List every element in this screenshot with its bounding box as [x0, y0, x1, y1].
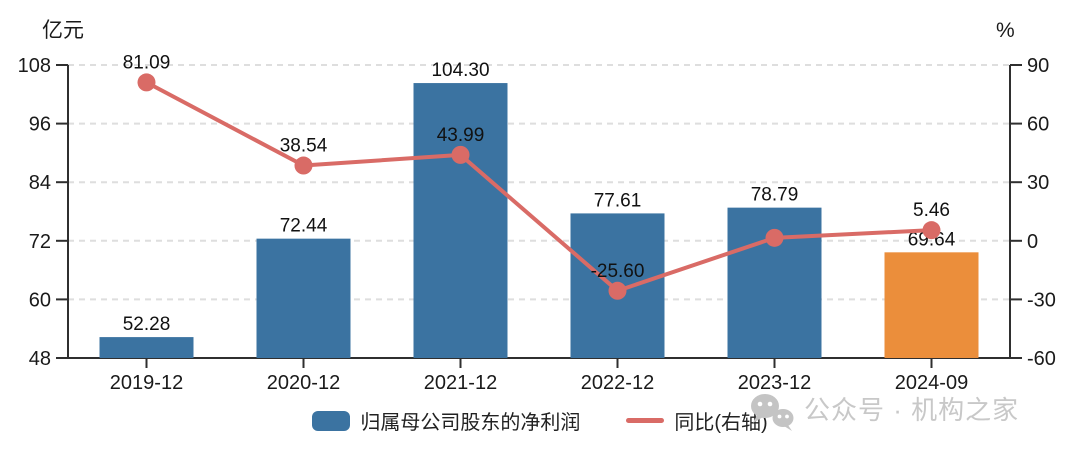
left-axis-tick-label: 108 [18, 55, 51, 77]
right-axis-tick-label: 60 [1027, 114, 1049, 136]
line-series-swatch [626, 418, 665, 423]
yoy-point-2022-12 [608, 281, 627, 300]
bar-2024-09 [884, 252, 979, 358]
line-value-label: -25.60 [591, 261, 645, 282]
bar-value-label: 78.79 [751, 185, 799, 206]
bar-value-label: 104.30 [431, 60, 489, 81]
bar-value-label: 52.28 [123, 314, 171, 335]
yoy-point-2020-12 [294, 156, 313, 175]
left-axis-unit: 亿元 [42, 19, 84, 42]
line-value-label: 81.09 [123, 52, 171, 73]
right-axis-unit: % [996, 19, 1015, 42]
right-axis-tick-label: -60 [1027, 348, 1056, 370]
legend-item-net-profit: 归属母公司股东的净利润 [312, 406, 580, 435]
right-axis-tick-label: -30 [1027, 289, 1056, 311]
bar-series-legend-label: 归属母公司股东的净利润 [360, 412, 581, 434]
left-axis-tick-label: 96 [29, 114, 51, 136]
line-series-legend-label: 同比(右轴) [674, 412, 768, 434]
x-axis-tick-label: 2024-09 [895, 372, 968, 394]
left-axis-tick-label: 72 [29, 231, 51, 253]
x-axis-tick-label: 2019-12 [110, 372, 183, 394]
bar-value-label: 72.44 [280, 216, 328, 237]
left-axis-tick-label: 48 [29, 348, 51, 370]
bar-value-label: 77.61 [594, 190, 642, 211]
right-axis-tick-label: 90 [1027, 55, 1049, 77]
x-axis-tick-label: 2020-12 [267, 372, 340, 394]
bar-value-label: 69.64 [908, 229, 956, 250]
yoy-point-2019-12 [137, 73, 156, 92]
bar-2019-12 [99, 337, 194, 358]
bar-series-swatch [312, 410, 351, 431]
left-axis-tick-label: 60 [29, 289, 51, 311]
right-axis-tick-label: 0 [1027, 231, 1038, 253]
bar-2021-12 [413, 83, 508, 359]
line-value-label: 5.46 [913, 200, 950, 221]
legend: 归属母公司股东的净利润 同比(右轴) [0, 406, 1080, 435]
yoy-point-2023-12 [765, 228, 784, 247]
line-value-label: 43.99 [437, 125, 485, 146]
yoy-point-2024-09 [922, 221, 941, 240]
right-axis-tick-label: 30 [1027, 172, 1049, 194]
x-axis-tick-label: 2021-12 [424, 372, 497, 394]
line-value-label: 38.54 [280, 136, 328, 157]
left-axis-tick-label: 84 [29, 172, 51, 194]
x-axis-tick-label: 2023-12 [738, 372, 811, 394]
yoy-point-2021-12 [451, 145, 470, 164]
bar-2020-12 [256, 238, 351, 358]
yoy-line [145, 80, 932, 293]
legend-item-yoy: 同比(右轴) [626, 406, 768, 435]
x-axis-tick-label: 2022-12 [581, 372, 654, 394]
